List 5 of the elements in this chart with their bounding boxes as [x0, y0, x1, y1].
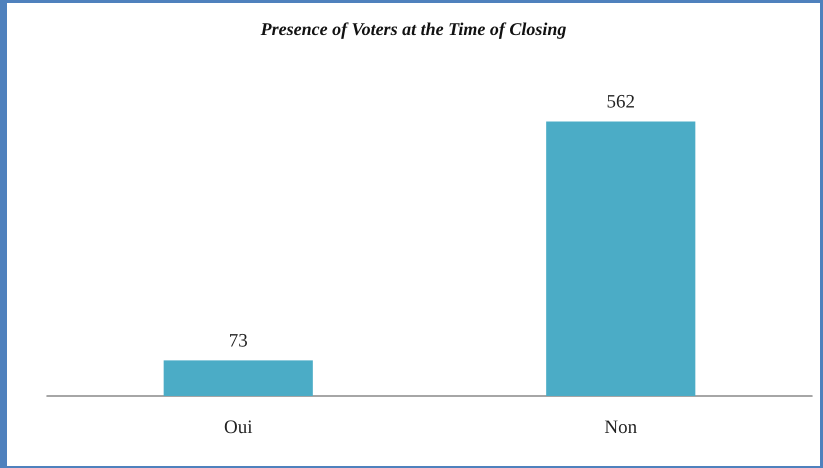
x-tick-label: Non [604, 417, 638, 438]
data-label: 73 [228, 330, 248, 352]
chart-title: Presence of Voters at the Time of Closing [260, 19, 566, 39]
x-tick-label: Oui [224, 417, 252, 438]
data-label: 562 [606, 92, 635, 113]
